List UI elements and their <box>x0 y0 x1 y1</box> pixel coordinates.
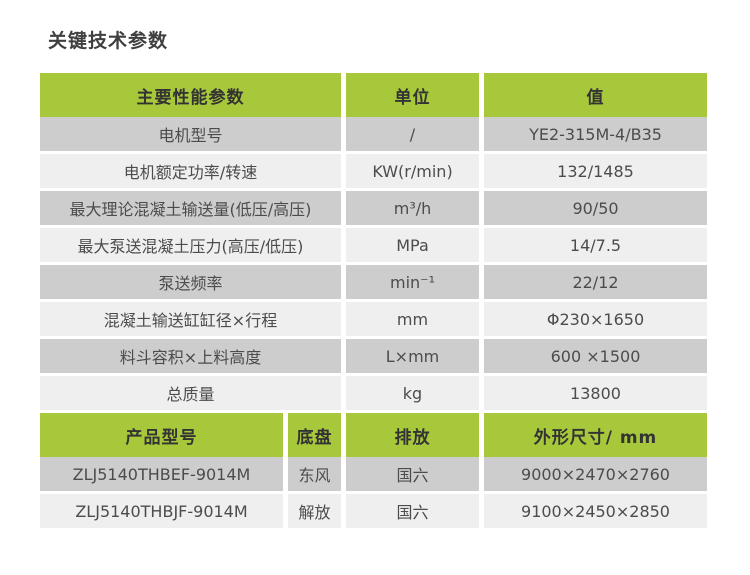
param-cell: 泵送频率 <box>40 265 341 299</box>
model-cell: ZLJ5140THBJF-9014M <box>40 494 283 528</box>
unit-cell: L×mm <box>346 339 479 373</box>
param-cell: 混凝土输送缸缸径×行程 <box>40 302 341 336</box>
model-header-row: 产品型号 底盘 排放 外形尺寸/ mm <box>40 413 707 457</box>
value-cell: 22/12 <box>484 265 707 299</box>
emission-cell: 国六 <box>346 457 479 491</box>
value-cell: 600 ×1500 <box>484 339 707 373</box>
unit-cell: / <box>346 117 479 151</box>
header-cell-model: 产品型号 <box>40 413 283 457</box>
header-cell-value: 值 <box>484 73 707 117</box>
table-row: 料斗容积×上料高度 L×mm 600 ×1500 <box>40 339 707 373</box>
header-cell-param: 主要性能参数 <box>40 73 341 117</box>
param-cell: 最大泵送混凝土压力(高压/低压) <box>40 228 341 262</box>
header-cell-emission: 排放 <box>346 413 479 457</box>
table-row: 电机额定功率/转速 KW(r/min) 132/1485 <box>40 154 707 188</box>
model-cell: ZLJ5140THBEF-9014M <box>40 457 283 491</box>
header-cell-chassis: 底盘 <box>288 413 341 457</box>
spec-table: 主要性能参数 单位 值 电机型号 / YE2-315M-4/B35 电机额定功率… <box>40 73 707 528</box>
table-row: 总质量 kg 13800 <box>40 376 707 410</box>
table-row: 混凝土输送缸缸径×行程 mm Φ230×1650 <box>40 302 707 336</box>
chassis-cell: 东风 <box>288 457 341 491</box>
emission-cell: 国六 <box>346 494 479 528</box>
unit-cell: m³/h <box>346 191 479 225</box>
table-row: 最大泵送混凝土压力(高压/低压) MPa 14/7.5 <box>40 228 707 262</box>
table-row: 电机型号 / YE2-315M-4/B35 <box>40 117 707 151</box>
param-cell: 料斗容积×上料高度 <box>40 339 341 373</box>
value-cell: 132/1485 <box>484 154 707 188</box>
performance-rows: 电机型号 / YE2-315M-4/B35 电机额定功率/转速 KW(r/min… <box>40 117 707 410</box>
param-cell: 电机型号 <box>40 117 341 151</box>
header-cell-dimensions: 外形尺寸/ mm <box>484 413 707 457</box>
model-rows: ZLJ5140THBEF-9014M 东风 国六 9000×2470×2760 … <box>40 457 707 528</box>
header-cell-unit: 单位 <box>346 73 479 117</box>
chassis-cell: 解放 <box>288 494 341 528</box>
unit-cell: MPa <box>346 228 479 262</box>
unit-cell: min⁻¹ <box>346 265 479 299</box>
param-cell: 总质量 <box>40 376 341 410</box>
page-title: 关键技术参数 <box>48 30 169 52</box>
unit-cell: mm <box>346 302 479 336</box>
value-cell: Φ230×1650 <box>484 302 707 336</box>
table-row: ZLJ5140THBEF-9014M 东风 国六 9000×2470×2760 <box>40 457 707 491</box>
value-cell: 90/50 <box>484 191 707 225</box>
performance-header-row: 主要性能参数 单位 值 <box>40 73 707 117</box>
value-cell: YE2-315M-4/B35 <box>484 117 707 151</box>
table-row: 最大理论混凝土输送量(低压/高压) m³/h 90/50 <box>40 191 707 225</box>
table-row: 泵送频率 min⁻¹ 22/12 <box>40 265 707 299</box>
dimensions-cell: 9000×2470×2760 <box>484 457 707 491</box>
unit-cell: KW(r/min) <box>346 154 479 188</box>
param-cell: 最大理论混凝土输送量(低压/高压) <box>40 191 341 225</box>
unit-cell: kg <box>346 376 479 410</box>
value-cell: 13800 <box>484 376 707 410</box>
value-cell: 14/7.5 <box>484 228 707 262</box>
table-row: ZLJ5140THBJF-9014M 解放 国六 9100×2450×2850 <box>40 494 707 528</box>
dimensions-cell: 9100×2450×2850 <box>484 494 707 528</box>
param-cell: 电机额定功率/转速 <box>40 154 341 188</box>
